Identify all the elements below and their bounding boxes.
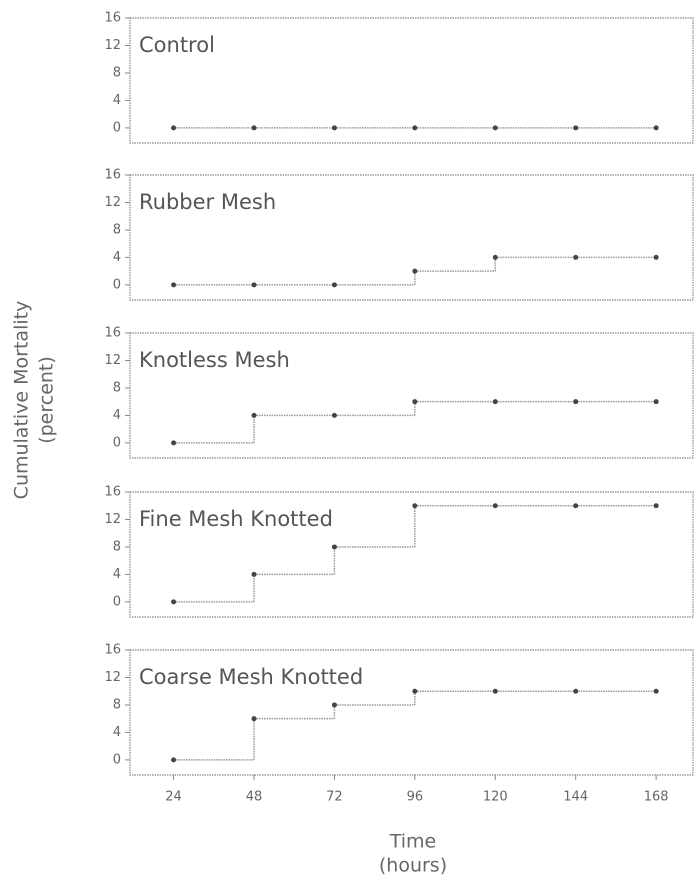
marker <box>653 399 659 405</box>
marker <box>573 503 579 509</box>
y-axis-label: Cumulative Mortality <box>11 301 33 500</box>
y-tick-label: 0 <box>113 435 121 450</box>
marker <box>653 125 659 131</box>
y-tick-label: 16 <box>104 11 121 26</box>
marker <box>492 688 498 694</box>
marker <box>573 399 579 405</box>
marker <box>251 716 257 722</box>
marker <box>331 544 337 550</box>
y-tick-label: 0 <box>113 594 121 609</box>
marker <box>412 399 418 405</box>
marker <box>492 254 498 260</box>
y-tick-label: 12 <box>104 38 121 53</box>
y-tick-label: 0 <box>113 277 121 292</box>
y-tick-label: 4 <box>113 250 121 265</box>
marker <box>331 702 337 708</box>
y-tick-label: 4 <box>113 93 121 108</box>
y-tick-label: 8 <box>113 539 121 554</box>
marker <box>653 503 659 509</box>
y-tick-label: 8 <box>113 380 121 395</box>
y-tick-label: 0 <box>113 752 121 767</box>
panel-frame <box>129 491 694 618</box>
y-tick-label: 4 <box>113 408 121 423</box>
panel-frame <box>129 17 694 144</box>
x-axis-units: (hours) <box>379 855 447 877</box>
y-tick-label: 12 <box>104 670 121 685</box>
marker <box>171 757 177 763</box>
marker <box>171 282 177 288</box>
x-tick-label: 120 <box>483 790 508 805</box>
marker <box>412 688 418 694</box>
marker <box>331 125 337 131</box>
y-tick-label: 12 <box>104 195 121 210</box>
y-tick-label: 8 <box>113 697 121 712</box>
y-tick-label: 16 <box>104 643 121 658</box>
marker <box>412 268 418 274</box>
marker <box>251 571 257 577</box>
panel-title: Knotless Mesh <box>139 348 290 372</box>
marker <box>412 503 418 509</box>
marker <box>492 503 498 509</box>
marker <box>492 125 498 131</box>
marker <box>171 440 177 446</box>
y-tick-label: 16 <box>104 168 121 183</box>
panel-title: Rubber Mesh <box>139 190 276 214</box>
panel-title: Fine Mesh Knotted <box>139 507 333 531</box>
y-tick-label: 12 <box>104 512 121 527</box>
panel-title: Coarse Mesh Knotted <box>139 665 363 689</box>
x-tick-label: 168 <box>644 790 669 805</box>
marker <box>331 412 337 418</box>
panel-title: Control <box>139 33 215 57</box>
marker <box>251 412 257 418</box>
panel-frame <box>129 649 694 776</box>
marker <box>653 688 659 694</box>
x-tick-label: 72 <box>326 790 343 805</box>
marker <box>573 688 579 694</box>
x-tick-label: 48 <box>246 790 263 805</box>
marker <box>171 599 177 605</box>
y-tick-label: 12 <box>104 353 121 368</box>
y-tick-label: 16 <box>104 326 121 341</box>
panel-frame <box>129 174 694 301</box>
marker <box>573 125 579 131</box>
y-tick-label: 4 <box>113 725 121 740</box>
y-tick-label: 8 <box>113 65 121 80</box>
y-tick-label: 8 <box>113 222 121 237</box>
x-axis-label: Time <box>389 831 437 853</box>
y-axis-units: (percent) <box>36 356 58 444</box>
x-tick-label: 144 <box>563 790 588 805</box>
y-tick-label: 0 <box>113 120 121 135</box>
y-tick-label: 16 <box>104 485 121 500</box>
marker <box>573 254 579 260</box>
y-tick-label: 4 <box>113 567 121 582</box>
marker <box>251 125 257 131</box>
marker <box>412 125 418 131</box>
marker <box>171 125 177 131</box>
marker <box>492 399 498 405</box>
panel-frame <box>129 332 694 459</box>
marker <box>331 282 337 288</box>
marker <box>653 254 659 260</box>
x-tick-label: 24 <box>165 790 182 805</box>
x-tick-label: 96 <box>407 790 424 805</box>
marker <box>251 282 257 288</box>
